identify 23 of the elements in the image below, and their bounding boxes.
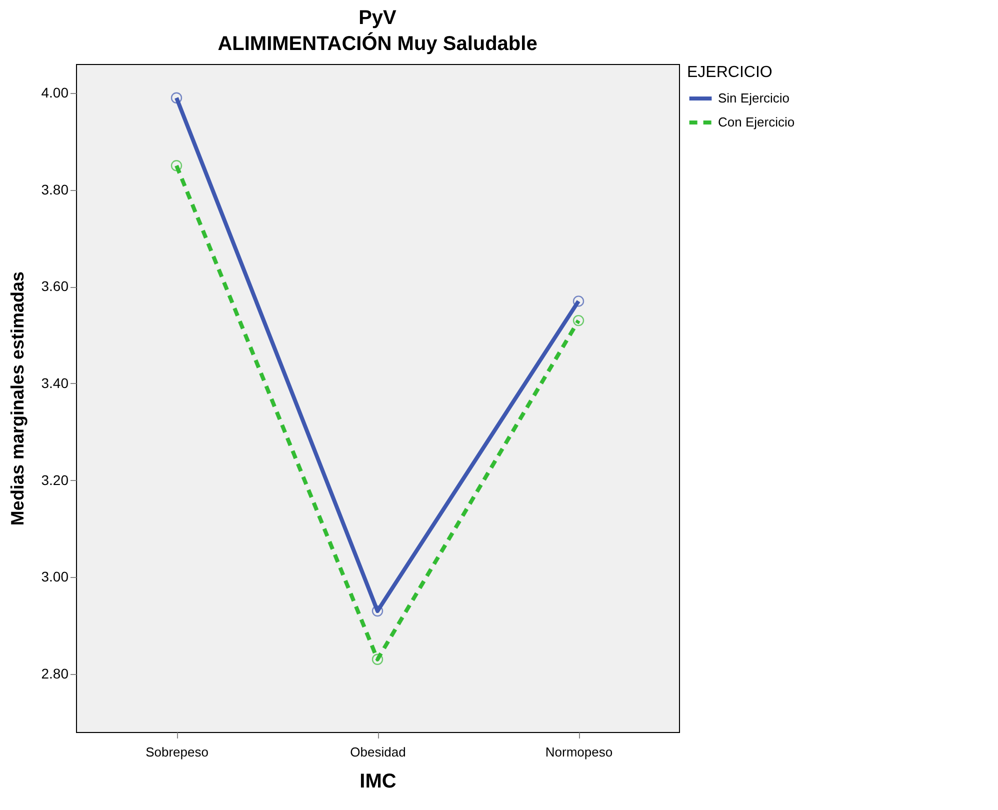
x-axis-title: IMC [360, 770, 396, 792]
y-tick-label: 3.20 [41, 472, 69, 488]
y-tick-label: 3.40 [41, 374, 69, 391]
chart-subtitle: ALIMIMENTACIÓN Muy Saludable [218, 32, 538, 55]
legend-title: EJERCICIO [687, 64, 772, 81]
point [372, 605, 384, 617]
y-tick-label: 2.80 [41, 665, 69, 682]
point [170, 160, 182, 172]
x-tick-label: Obesidad [350, 744, 406, 760]
point [372, 654, 384, 665]
x-tick-label: Sobrepeso [146, 744, 208, 760]
point [572, 314, 584, 326]
point [572, 296, 584, 307]
y-tick-label: 3.60 [41, 278, 69, 294]
legend-label: Con Ejercicio [718, 114, 795, 130]
y-tick-label: 3.00 [41, 568, 69, 585]
legend-label: Sin Ejercicio [718, 90, 790, 106]
y-tick-label: 4.00 [41, 84, 69, 101]
x-tick-label: Normopeso [545, 744, 613, 760]
chart-title: PyV [358, 7, 398, 29]
y-tick-label: 3.80 [41, 181, 69, 198]
y-axis-title: Medias marginales estimadas [7, 271, 28, 526]
point [170, 92, 182, 104]
